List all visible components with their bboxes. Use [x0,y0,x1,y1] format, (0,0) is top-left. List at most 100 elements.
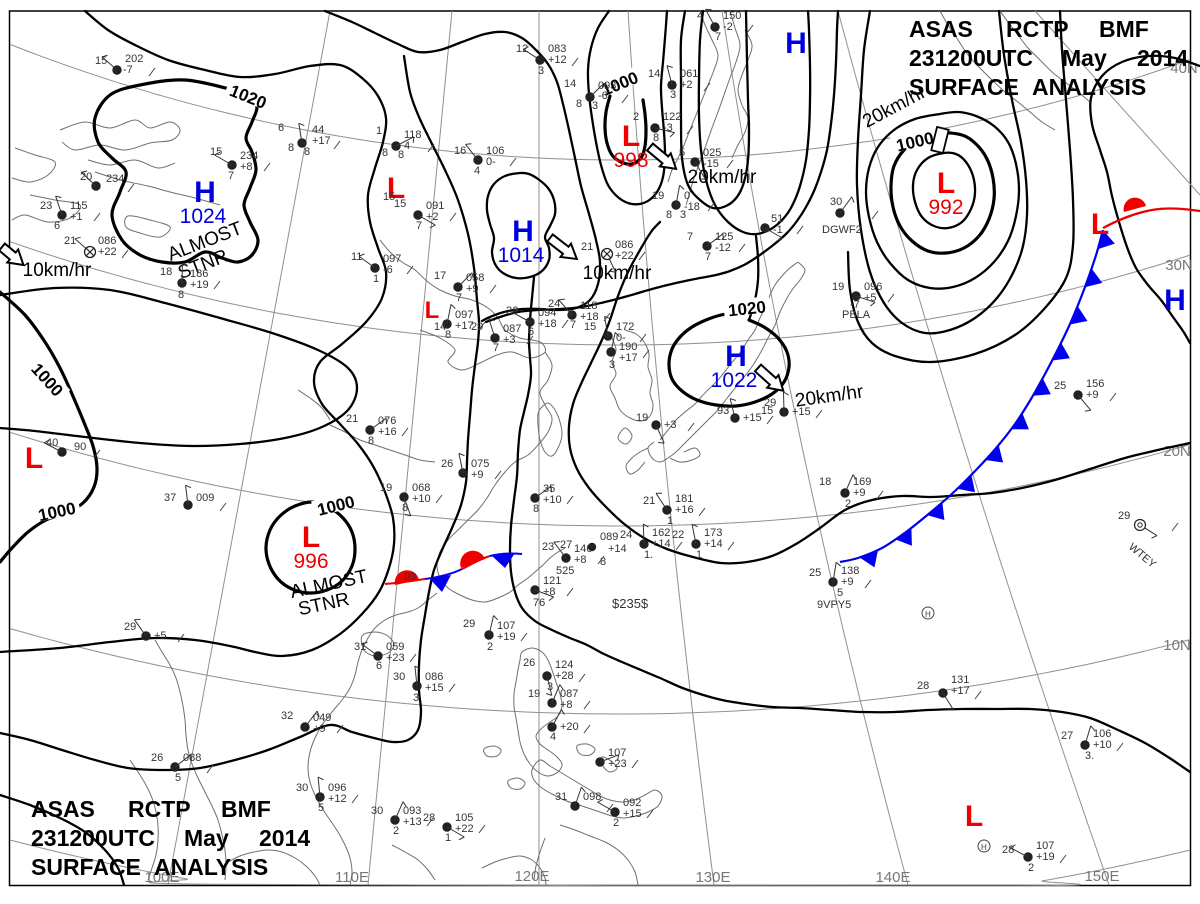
svg-text:$235$: $235$ [612,596,649,611]
svg-text:32: 32 [281,710,293,722]
svg-text:28: 28 [917,680,929,692]
svg-text:8: 8 [304,146,310,158]
svg-text:27: 27 [560,539,572,551]
svg-text:8: 8 [382,147,388,159]
svg-text:L: L [425,297,440,324]
svg-text:37: 37 [164,492,176,504]
svg-text:+9: +9 [1086,389,1099,401]
svg-text:+8: +8 [574,554,587,566]
svg-text:130E: 130E [695,869,730,886]
svg-text:ANALYSIS: ANALYSIS [154,854,268,880]
svg-text:234: 234 [106,173,124,185]
svg-text:RCTP: RCTP [128,796,191,822]
svg-text:2: 2 [487,641,493,653]
svg-text:29: 29 [463,618,475,630]
svg-text:21: 21 [346,413,358,425]
svg-text:19: 19 [832,281,844,293]
svg-text:0-: 0- [486,156,496,168]
svg-text:+16: +16 [675,504,694,516]
svg-text:29: 29 [471,321,483,333]
svg-text:26: 26 [506,305,518,317]
svg-text:SURFACE: SURFACE [31,854,141,880]
svg-text:3: 3 [538,65,544,77]
svg-text:+10: +10 [543,494,562,506]
svg-text:8: 8 [402,502,408,514]
svg-text:31: 31 [555,791,567,803]
svg-text:3: 3 [680,209,686,221]
svg-text:150E: 150E [1084,868,1119,885]
svg-text:8: 8 [288,142,294,154]
svg-text:19: 19 [636,412,648,424]
svg-text:14: 14 [564,78,576,90]
svg-text:1022: 1022 [711,369,758,392]
svg-text:+28: +28 [555,670,574,682]
svg-text:3: 3 [592,100,598,112]
svg-text:1020: 1020 [727,298,767,321]
svg-text:31: 31 [354,641,366,653]
svg-text:+9: +9 [471,469,484,481]
svg-text:+18: +18 [538,318,557,330]
svg-text:+15: +15 [743,412,762,424]
svg-text:19: 19 [380,482,392,494]
svg-text:998: 998 [613,149,648,172]
svg-text:1024: 1024 [180,205,227,228]
svg-text:+23: +23 [608,758,627,770]
svg-text:7: 7 [456,292,462,304]
svg-text:6: 6 [528,326,534,338]
svg-text:2: 2 [613,817,619,829]
svg-text:18: 18 [160,266,172,278]
svg-text:7: 7 [493,342,499,354]
svg-text:-18: -18 [684,201,700,213]
svg-text:+9: +9 [853,487,866,499]
svg-text:16: 16 [454,145,466,157]
svg-text:2: 2 [1028,862,1034,874]
svg-text:+17: +17 [951,685,970,697]
svg-text:30: 30 [371,805,383,817]
svg-text:3: 3 [609,359,615,371]
svg-text:76: 76 [533,597,545,609]
svg-text:+16: +16 [378,426,397,438]
svg-text:1: 1 [667,515,673,527]
svg-text:+17: +17 [619,352,638,364]
svg-text:May: May [184,825,229,851]
svg-text:25: 25 [809,567,821,579]
svg-text:+15: +15 [425,682,444,694]
svg-text:+8: +8 [240,161,253,173]
svg-text:231200UTC: 231200UTC [31,825,155,851]
svg-text:29: 29 [124,621,136,633]
svg-text:2014: 2014 [259,825,310,851]
svg-text:8: 8 [576,98,582,110]
svg-text:+9: +9 [466,283,479,295]
svg-text:-15: -15 [703,158,719,170]
svg-text:5: 5 [175,772,181,784]
svg-text:BMF: BMF [1099,16,1149,42]
svg-text:+14: +14 [704,538,723,550]
svg-text:28: 28 [423,812,435,824]
svg-text:15: 15 [210,146,222,158]
svg-text:DGWF2: DGWF2 [822,224,862,236]
svg-text:26: 26 [523,657,535,669]
svg-text:+20: +20 [560,721,579,733]
svg-text:8: 8 [653,132,659,144]
svg-text:9VPY5: 9VPY5 [817,599,851,611]
svg-text:+23: +23 [386,652,405,664]
svg-text:+22: +22 [615,250,634,262]
svg-text:992: 992 [928,196,963,219]
svg-text:H: H [1164,284,1186,317]
svg-text:+19: +19 [190,279,209,291]
svg-text:23: 23 [40,200,52,212]
svg-text:7: 7 [705,251,711,263]
svg-text:+12: +12 [328,793,347,805]
svg-text:6: 6 [376,660,382,672]
svg-text:24: 24 [620,529,632,541]
svg-text:-7: -7 [123,64,133,76]
svg-text:-3: -3 [663,122,673,134]
svg-text:2: 2 [845,498,851,510]
svg-text:19: 19 [652,190,664,202]
svg-text:5: 5 [837,587,843,599]
svg-text:3: 3 [670,89,676,101]
svg-text:+5: +5 [154,630,167,642]
svg-text:3: 3 [547,681,553,693]
svg-text:30: 30 [830,196,842,208]
svg-text:28: 28 [1002,844,1014,856]
